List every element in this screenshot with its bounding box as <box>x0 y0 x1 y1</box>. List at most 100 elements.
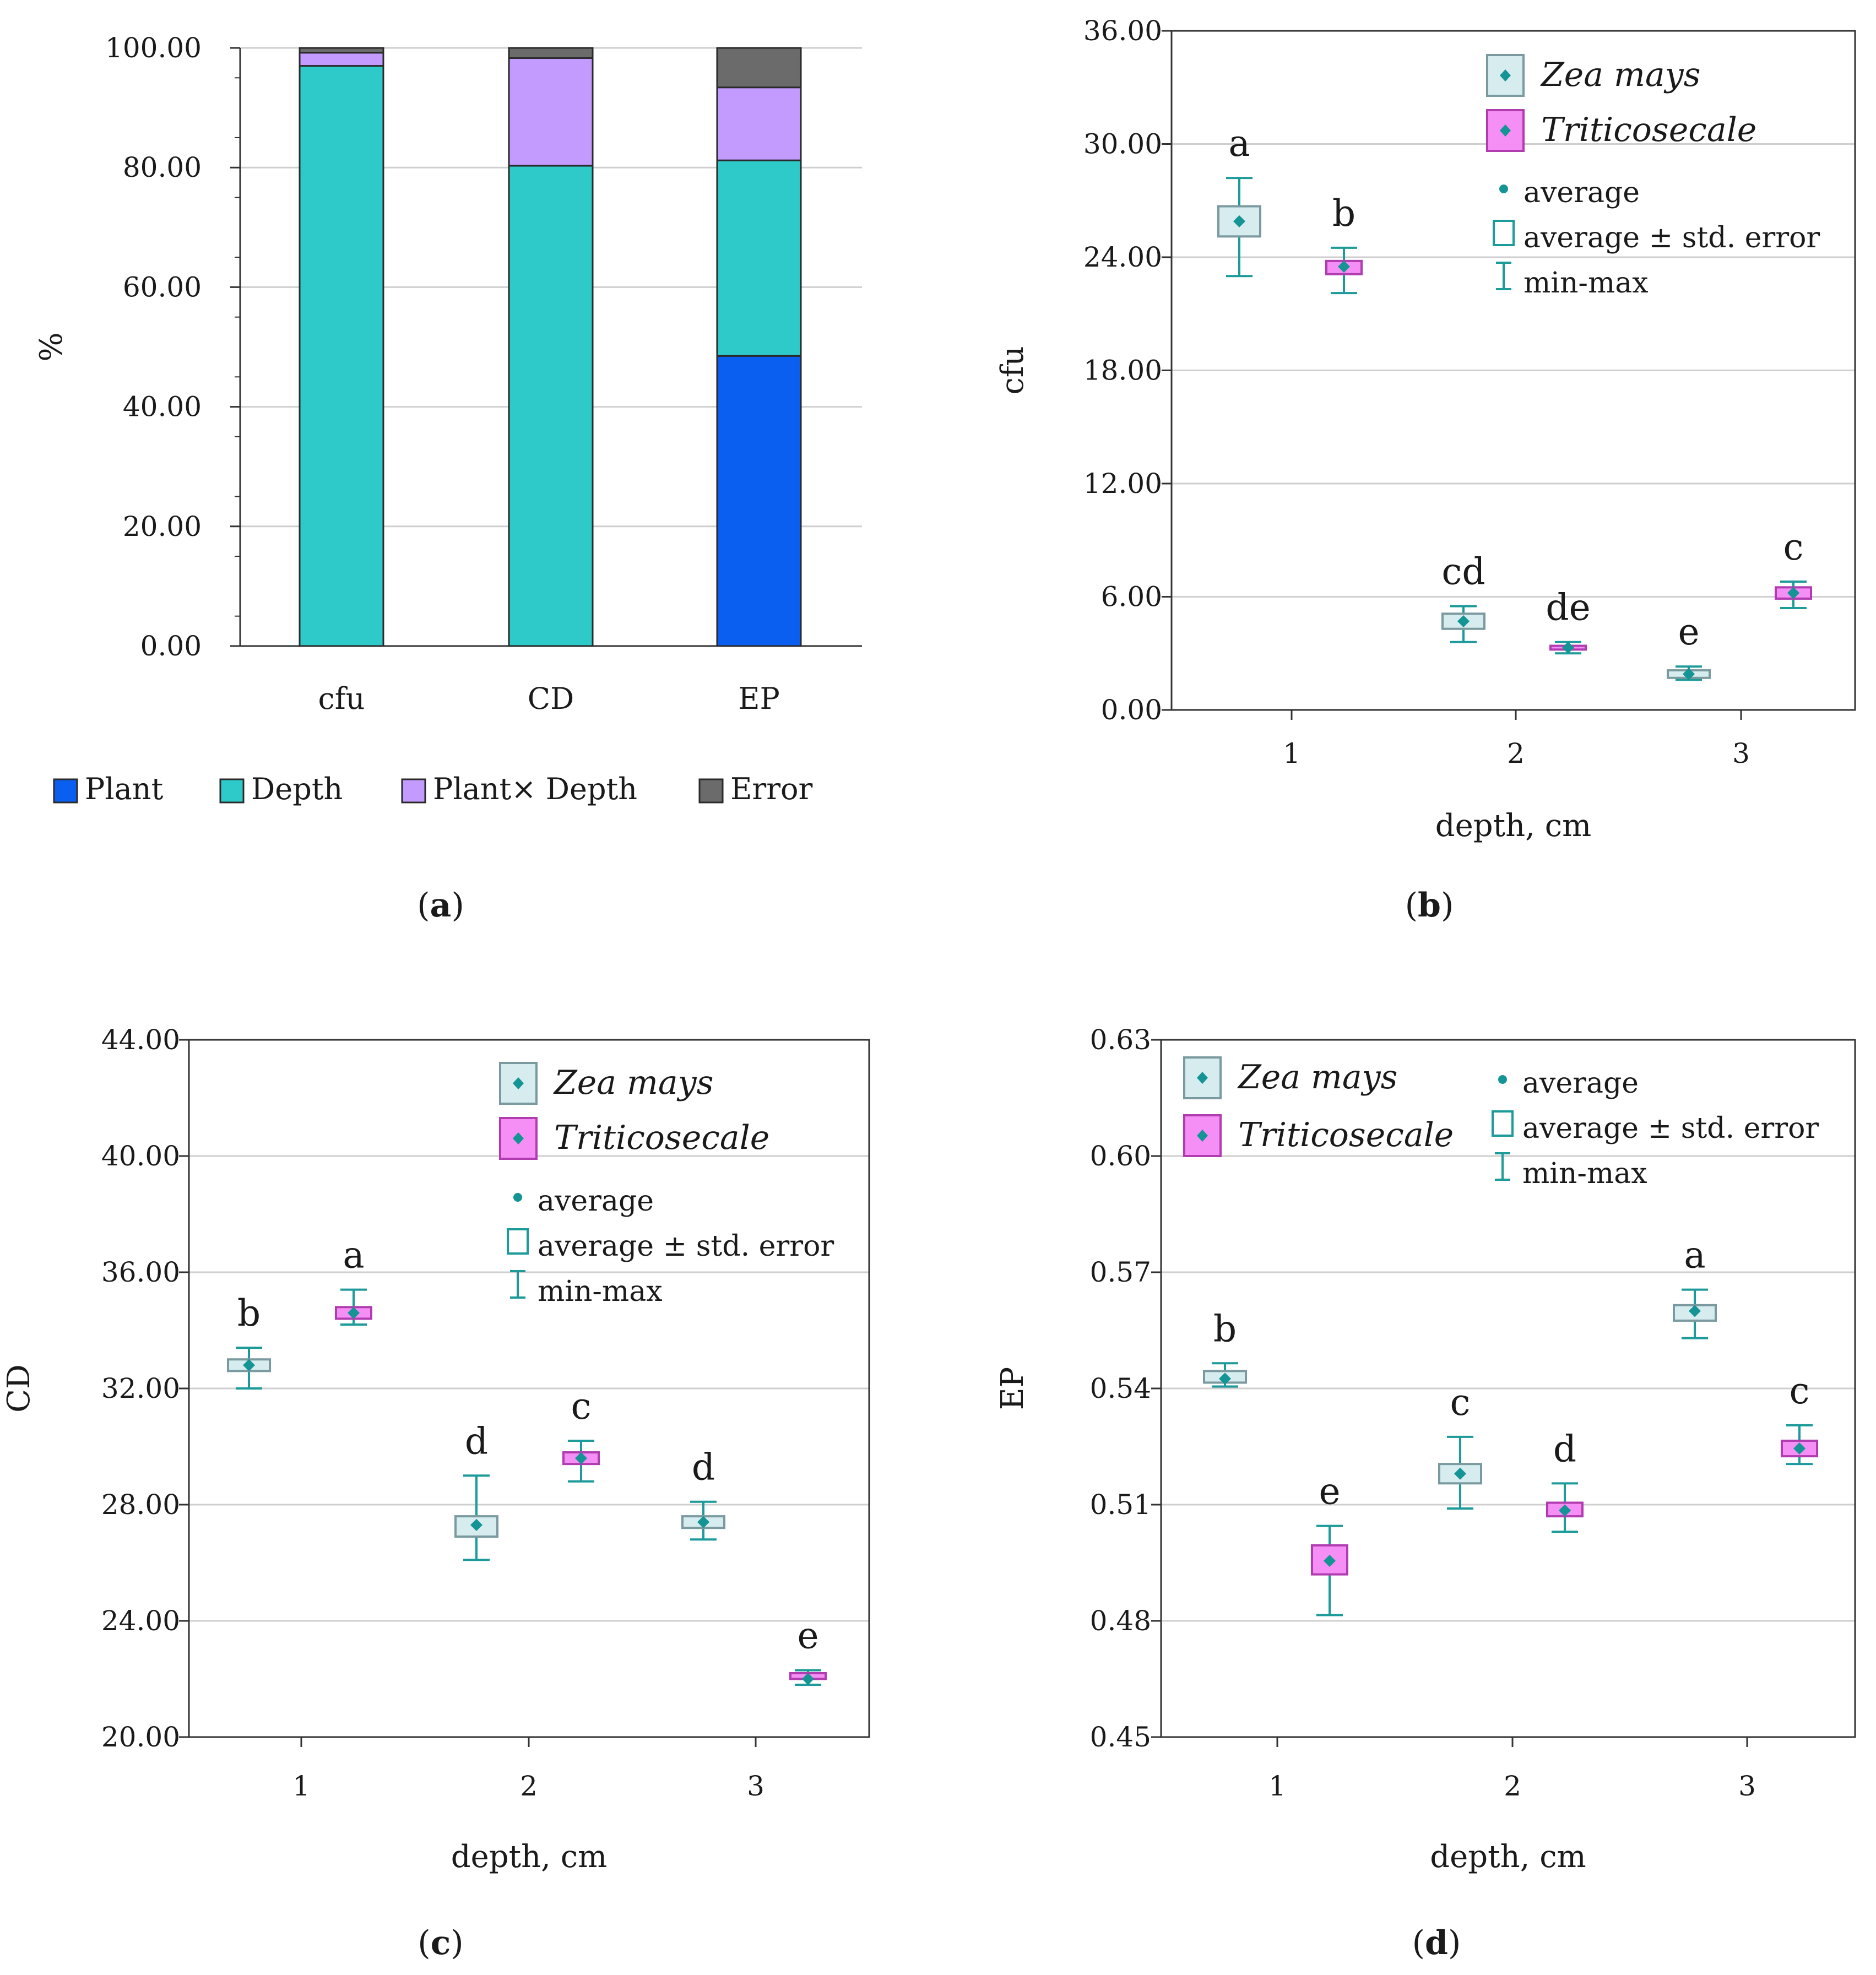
panel-d-ep-boxplot: 0.45 0.48 0.51 0.54 0.57 0.60 0.63 EP depth, cm 1… <box>995 1024 1856 1875</box>
y-axis-label: EP <box>995 1367 1031 1410</box>
y-tick-label: 18.00 <box>1083 355 1162 387</box>
y-tick-label: 40.00 <box>123 391 202 423</box>
y-tick-label: 36.00 <box>1083 15 1162 47</box>
significance-letter: c <box>1450 1381 1471 1424</box>
legend-label: Plant× Depth <box>433 772 637 806</box>
panel-c-cd-boxplot: 20.00 24.00 28.00 32.00 36.00 40.00 44.00 CD dep… <box>1 1024 870 1875</box>
panel-b-cfu-boxplot: 0.00 6.00 12.00 18.00 24.00 30.00 36.00 cfu dept… <box>995 15 1856 844</box>
y-tick-label: 0.51 <box>1090 1489 1151 1521</box>
y-tick-label: 30.00 <box>1083 128 1162 160</box>
bar-plant-x-depth <box>716 86 802 161</box>
plot-frame <box>1160 1039 1856 1738</box>
y-tick-label: 0.54 <box>1090 1372 1151 1404</box>
bar-depth <box>299 65 384 647</box>
y-tick-label: 24.00 <box>101 1605 180 1637</box>
y-tick-label: 0.57 <box>1090 1256 1151 1288</box>
bar-plant-x-depth <box>508 57 594 167</box>
legend-average-label: average <box>538 1185 654 1218</box>
bar-plant-x-depth <box>299 52 384 67</box>
legend-mean-marker <box>1500 124 1511 137</box>
y-axis-label: % <box>34 332 69 361</box>
panel-label: (d) <box>1412 1924 1461 1962</box>
legend: Zea mays Triticosecale average average ± st… <box>499 1062 834 1308</box>
zea-mays-mean-marker <box>1683 668 1695 680</box>
zea-mays-mean-marker <box>243 1359 255 1371</box>
legend-swatch <box>698 778 724 804</box>
y-tick-label: 28.00 <box>101 1489 180 1521</box>
zea-mays-mean-marker <box>1219 1372 1231 1385</box>
legend-triticosecale-swatch <box>1183 1114 1222 1157</box>
significance-letter: c <box>1783 526 1804 568</box>
legend-zea-mays-swatch <box>1486 54 1525 97</box>
bar-error <box>716 47 802 89</box>
x-tick-label: 3 <box>1738 1770 1756 1802</box>
significance-letter: b <box>1213 1307 1237 1350</box>
y-tick-label: 100.00 <box>105 32 202 64</box>
legend-mean-marker <box>513 1077 524 1089</box>
legend-average-label: average <box>1523 176 1640 209</box>
y-tick-label: 44.00 <box>101 1024 180 1056</box>
legend-triticosecale-swatch <box>1486 109 1525 152</box>
significance-letter: d <box>465 1420 488 1462</box>
legend-triticosecale-label: Triticosecale <box>1541 111 1756 149</box>
significance-letter: d <box>692 1446 715 1489</box>
x-category-label: CD <box>528 681 574 716</box>
significance-letter: e <box>1319 1471 1340 1513</box>
significance-letter: b <box>237 1292 261 1334</box>
legend-mean-marker <box>1197 1072 1208 1084</box>
zea-mays-mean-marker <box>1689 1305 1701 1317</box>
legend-se-label: average ± std. error <box>1523 221 1820 254</box>
y-tick-label: 36.00 <box>101 1256 180 1288</box>
y-tick-label: 32.00 <box>101 1372 180 1404</box>
legend-mean-marker <box>1197 1130 1208 1142</box>
x-axis-label: depth, cm <box>1430 1839 1586 1875</box>
legend-minmax-label: min-max <box>1523 267 1649 300</box>
legend-swatch <box>401 778 426 804</box>
triticosecale-mean-marker <box>1562 641 1574 654</box>
legend-se-label: average ± std. error <box>538 1230 834 1263</box>
legend-swatch <box>219 778 245 804</box>
y-tick-label: 0.45 <box>1090 1721 1151 1753</box>
legend-average-label: average <box>1522 1067 1639 1100</box>
significance-letter: c <box>1790 1370 1810 1412</box>
significance-letter: a <box>343 1234 364 1277</box>
x-tick-label: 2 <box>1507 737 1525 769</box>
legend-se-marker <box>507 1228 529 1255</box>
y-tick-label: 0.63 <box>1090 1024 1151 1056</box>
bar-plant <box>716 355 802 647</box>
legend-average-marker <box>1498 1075 1507 1084</box>
significance-letter: cd <box>1441 551 1485 593</box>
triticosecale-mean-marker <box>1338 261 1350 273</box>
significance-letter: c <box>571 1385 592 1428</box>
legend-zea-mays-label: Zea mays <box>1540 56 1700 94</box>
x-category-label: cfu <box>318 681 365 716</box>
x-tick-label: 2 <box>520 1770 538 1802</box>
x-axis-label: depth, cm <box>451 1839 607 1875</box>
x-category-label: EP <box>738 681 780 716</box>
legend: Zea mays Triticosecale average average ± st… <box>1486 54 1820 300</box>
y-tick-label: 40.00 <box>101 1140 180 1172</box>
panel-a-stacked-bar-chart: 0.00 20.00 40.00 60.00 80.00 100.00% cfu CD EP Pl… <box>34 32 862 806</box>
legend-minmax-label: min-max <box>1522 1157 1647 1190</box>
bar-error <box>508 47 594 59</box>
x-tick-label: 2 <box>1504 1770 1521 1802</box>
legend-mean-marker <box>1500 69 1511 82</box>
y-tick-label: 6.00 <box>1101 581 1162 613</box>
significance-letter: e <box>1678 611 1699 653</box>
y-tick-label: 0.60 <box>1090 1140 1151 1172</box>
panel-labels: (a) (b) (c) (d) <box>417 886 1461 1962</box>
legend-swatch <box>53 778 78 804</box>
legend-label: Depth <box>251 772 343 806</box>
y-axis-label: cfu <box>995 346 1031 394</box>
legend-mean-marker <box>513 1132 524 1144</box>
y-tick-label: 0.00 <box>140 630 202 662</box>
zea-mays-se-box <box>1438 1463 1482 1485</box>
legend-se-marker <box>1492 1110 1514 1137</box>
y-tick-label: 20.00 <box>101 1721 180 1753</box>
legend-average-marker <box>513 1193 522 1202</box>
legend-average-marker <box>1499 185 1508 193</box>
legend-se-label: average ± std. error <box>1522 1112 1819 1145</box>
plot-frame <box>1170 30 1856 711</box>
bar-depth <box>508 165 594 647</box>
